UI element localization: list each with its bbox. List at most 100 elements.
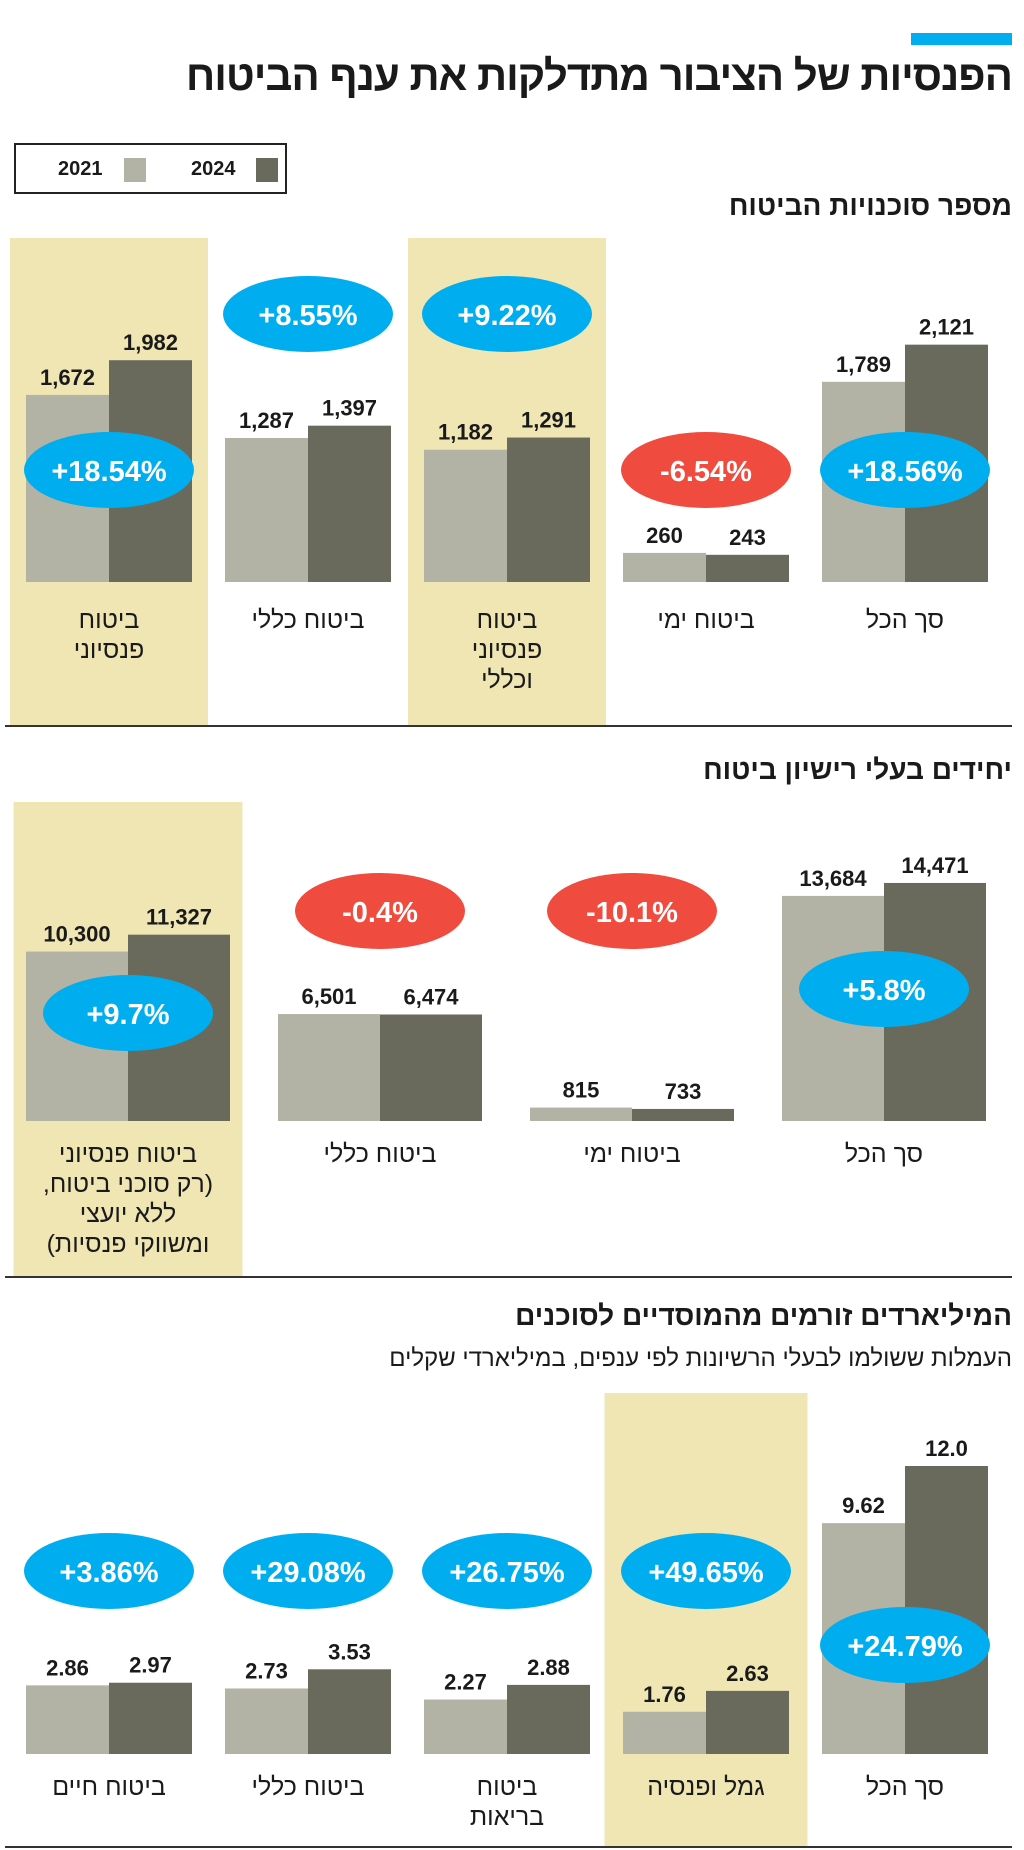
accent-bar: [911, 33, 1012, 45]
change-label: -0.4%: [342, 897, 418, 929]
legend-swatch-2024: [256, 158, 278, 182]
category-label: ביטוח חיים: [52, 1773, 166, 1801]
bar-2021: [278, 1014, 380, 1121]
category-label: וכללי: [481, 666, 533, 694]
change-badge: [621, 1533, 791, 1609]
change-badge: [223, 1533, 393, 1609]
section-title-agencies: מספר סוכנויות הביטוח: [728, 190, 1012, 221]
value-label: 6,501: [301, 984, 356, 1009]
bar-2024: [308, 425, 391, 582]
change-label: +3.86%: [59, 1557, 158, 1589]
bar-2021: [424, 1699, 507, 1754]
highlight-panel: [604, 1393, 808, 1847]
category-label: (רק סוכני ביטוח,: [43, 1170, 213, 1198]
value-label: 260: [646, 523, 683, 548]
change-badge: [223, 276, 393, 352]
value-label: 2.88: [527, 1655, 570, 1680]
category-label: ביטוח ימי: [583, 1140, 680, 1168]
section-title-commissions: המיליארדים זורמים מהמוסדיים לסוכנים: [515, 1300, 1012, 1331]
value-label: 10,300: [43, 922, 110, 947]
category-label: ביטוח: [79, 606, 140, 634]
category-label: ביטוח כללי: [251, 606, 364, 634]
value-label: 13,684: [799, 866, 867, 891]
value-label: 9.62: [842, 1493, 885, 1518]
change-badge: [820, 432, 990, 508]
value-label: 1,291: [521, 408, 576, 433]
value-label: 815: [563, 1078, 600, 1103]
bar-2024: [507, 437, 590, 582]
value-label: 2.27: [444, 1670, 487, 1695]
category-label: סך הכל: [845, 1140, 923, 1168]
change-label: +24.79%: [847, 1631, 963, 1663]
category-label: פנסיוני: [74, 636, 145, 664]
value-label: 6,474: [403, 985, 459, 1010]
bar-2021: [623, 552, 706, 582]
change-label: +9.22%: [457, 300, 556, 332]
category-label: ומשווקי פנסיות): [47, 1230, 210, 1258]
value-label: 733: [665, 1079, 702, 1104]
bar-2021: [623, 1711, 706, 1754]
bar-2021: [530, 1107, 632, 1121]
bar-2021: [225, 437, 308, 582]
value-label: 3.53: [328, 1639, 371, 1664]
category-label: גמל ופנסיה: [647, 1773, 764, 1801]
value-label: 243: [729, 525, 766, 550]
legend-label-2024: 2024: [191, 158, 236, 180]
change-label: +5.8%: [842, 975, 925, 1007]
value-label: 12.0: [925, 1436, 968, 1461]
section-subtitle-commissions: העמלות ששולמו לבעלי הרשיונות לפי ענפים, …: [389, 1345, 1012, 1372]
legend: 2024 2021: [14, 143, 287, 194]
value-label: 2.73: [245, 1658, 288, 1683]
change-badge: [43, 975, 213, 1051]
category-label: ביטוח כללי: [251, 1773, 364, 1801]
change-badge: [820, 1607, 990, 1683]
bar-2024: [109, 1682, 192, 1754]
category-label: ביטוח כללי: [323, 1140, 436, 1168]
category-label: פנסיוני: [472, 636, 543, 664]
category-label: ביטוח: [477, 606, 538, 634]
change-label: +8.55%: [258, 300, 357, 332]
bar-2024: [706, 554, 789, 582]
value-label: 11,327: [146, 905, 212, 930]
category-label: ביטוח פנסיוני: [59, 1140, 197, 1168]
value-label: 1.76: [643, 1682, 686, 1707]
change-badge: [621, 432, 791, 508]
category-label: סך הכל: [866, 606, 944, 634]
value-label: 1,672: [40, 365, 95, 390]
value-label: 2.86: [46, 1655, 89, 1680]
change-badge: [24, 1533, 194, 1609]
bar-2024: [380, 1014, 482, 1121]
change-label: +29.08%: [250, 1557, 366, 1589]
change-badge: [547, 873, 717, 949]
category-label: ביטוח: [477, 1773, 538, 1801]
value-label: 1,789: [836, 352, 891, 377]
bar-2021: [225, 1688, 308, 1754]
change-label: +9.7%: [86, 999, 169, 1031]
bar-2024: [308, 1669, 391, 1754]
category-label: בריאות: [470, 1803, 544, 1831]
value-label: 1,287: [239, 408, 294, 433]
section-title-licensees: יחידים בעלי רישיון ביטוח: [703, 754, 1012, 785]
change-badge: [24, 432, 194, 508]
change-badge: [422, 1533, 592, 1609]
page-title: הפנסיות של הציבור מתדלקות את ענף הביטוח: [185, 52, 1013, 99]
bar-2021: [424, 449, 507, 582]
change-badge: [295, 873, 465, 949]
change-label: +18.54%: [51, 456, 167, 488]
change-label: -10.1%: [586, 897, 678, 929]
value-label: 14,471: [901, 853, 968, 878]
value-label: 2.97: [129, 1653, 172, 1678]
change-label: +26.75%: [449, 1557, 565, 1589]
value-label: 2,121: [919, 315, 974, 340]
change-badge: [422, 276, 592, 352]
value-label: 2.63: [726, 1661, 769, 1686]
bar-2024: [507, 1684, 590, 1754]
legend-swatch-2021: [124, 158, 146, 182]
bar-2024: [632, 1108, 734, 1121]
change-badge: [799, 951, 969, 1027]
value-label: 1,982: [123, 330, 178, 355]
bar-2024: [706, 1690, 789, 1754]
change-label: -6.54%: [660, 456, 752, 488]
value-label: 1,182: [438, 420, 493, 445]
change-label: +49.65%: [648, 1557, 764, 1589]
